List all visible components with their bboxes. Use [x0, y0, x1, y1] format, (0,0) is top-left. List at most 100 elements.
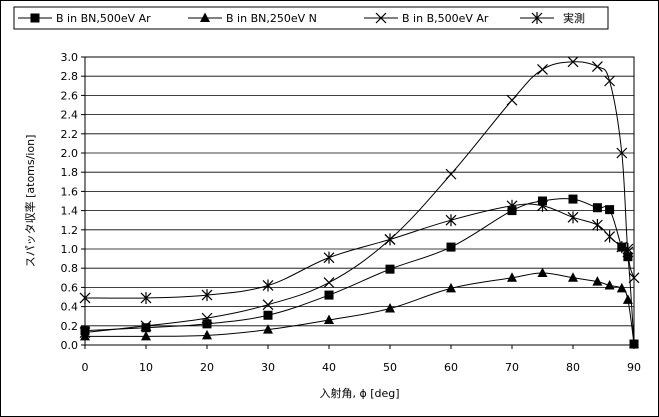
- x-tick-label: 20: [200, 361, 214, 374]
- data-point: [141, 330, 151, 341]
- data-point: [507, 272, 517, 282]
- data-point: [80, 326, 90, 336]
- data-point: [616, 147, 628, 159]
- data-point: [262, 279, 274, 292]
- y-tick-label: 3.0: [61, 51, 79, 64]
- y-tick-label: 0.6: [61, 281, 79, 294]
- data-point: [568, 272, 578, 282]
- y-tick-label: 1.2: [61, 224, 79, 237]
- plot-area: [85, 57, 634, 345]
- data-point: [605, 205, 615, 215]
- data-point: [263, 310, 273, 320]
- y-tick-label: 1.6: [61, 185, 79, 198]
- legend: B in BN,500eV Ar B in BN,250eV N B in B,50…: [13, 6, 609, 30]
- x-tick-label: 40: [322, 361, 336, 374]
- legend-label: B in B,500eV Ar: [402, 12, 489, 25]
- data-point: [604, 279, 615, 290]
- y-axis-title: スパッタ収率 [atoms/ion]: [23, 135, 37, 268]
- y-tick-label: 0.0: [61, 339, 79, 352]
- x-tick-label: 30: [261, 361, 275, 374]
- legend-item: B in BN,250eV N: [188, 12, 317, 25]
- x-tick-label: 10: [139, 361, 153, 374]
- data-point: [616, 282, 627, 293]
- data-point: [622, 294, 633, 304]
- y-tick-label: 0.8: [61, 262, 79, 275]
- y-tick-label: 1.0: [61, 243, 79, 256]
- data-point: [506, 94, 518, 106]
- data-point: [384, 233, 396, 246]
- y-tick-label: 2.2: [61, 128, 79, 141]
- data-point: [445, 168, 457, 180]
- data-point: [323, 251, 335, 264]
- data-point: [537, 64, 548, 75]
- data-point: [531, 12, 543, 24]
- series-layer: [79, 56, 640, 349]
- data-point: [537, 267, 548, 277]
- data-point: [262, 299, 274, 311]
- data-point: [628, 272, 640, 284]
- y-tick-label: 1.4: [61, 205, 79, 218]
- data-point: [567, 211, 579, 224]
- data-point: [446, 282, 456, 293]
- data-point: [445, 214, 457, 227]
- legend-label: 実測: [563, 11, 585, 25]
- data-point: [629, 338, 639, 349]
- x-tick-label: 60: [444, 361, 458, 374]
- y-tick-label: 2.0: [61, 147, 79, 160]
- data-point: [140, 291, 152, 304]
- series-2: [80, 267, 639, 349]
- data-point: [324, 290, 334, 300]
- data-point: [385, 303, 395, 313]
- data-point: [201, 289, 213, 302]
- data-point: [591, 219, 603, 231]
- x-tick-label: 70: [505, 361, 519, 374]
- data-point: [567, 56, 579, 68]
- x-tick-label: 90: [627, 361, 641, 374]
- data-point: [385, 264, 395, 274]
- y-tick-label: 1.8: [61, 166, 79, 179]
- legend-box: [13, 6, 609, 30]
- data-point: [79, 327, 91, 338]
- y-tick-label: 0.2: [61, 320, 79, 333]
- plot-border: [84, 56, 635, 346]
- data-point: [446, 242, 456, 252]
- data-point: [201, 312, 213, 324]
- data-point: [591, 61, 603, 73]
- legend-item: B in BN,500eV Ar: [18, 12, 151, 25]
- data-point: [263, 324, 273, 334]
- data-point: [140, 320, 152, 332]
- data-point: [80, 330, 90, 341]
- data-point: [202, 329, 212, 340]
- legend-label: B in BN,250eV N: [226, 12, 317, 25]
- data-point: [537, 199, 548, 212]
- data-point: [592, 203, 602, 213]
- data-point: [30, 13, 40, 23]
- data-point: [616, 241, 628, 254]
- data-point: [202, 319, 212, 329]
- legend-label: B in BN,500eV Ar: [56, 12, 151, 25]
- y-tick-label: 2.6: [61, 89, 79, 102]
- series-4: [79, 199, 634, 304]
- data-point: [568, 194, 578, 204]
- data-point: [623, 252, 633, 262]
- y-tick-label: 2.4: [61, 109, 79, 122]
- data-point: [324, 314, 334, 325]
- x-tick-label: 80: [566, 361, 580, 374]
- y-tick-label: 0.4: [61, 301, 79, 314]
- data-point: [604, 75, 616, 87]
- data-point: [375, 12, 387, 24]
- legend-item: B in B,500eV Ar: [364, 12, 489, 25]
- y-tick-label: 2.8: [61, 70, 79, 83]
- x-tick-label: 50: [383, 361, 397, 374]
- axes: 0.0 0.2 0.4 0.6 0.8 1.0 1.2 1.4 1.6 1.8 2.0 2.2 2.4 2…: [61, 51, 642, 374]
- x-axis-title: 入射角, ϕ [deg]: [319, 386, 399, 400]
- data-point: [592, 276, 603, 286]
- data-point: [79, 291, 91, 304]
- data-point: [200, 12, 210, 22]
- data-point: [604, 230, 616, 243]
- data-point: [506, 199, 518, 212]
- x-tick-label: 0: [82, 361, 89, 374]
- data-point: [141, 323, 151, 333]
- legend-item: 実測: [520, 11, 585, 25]
